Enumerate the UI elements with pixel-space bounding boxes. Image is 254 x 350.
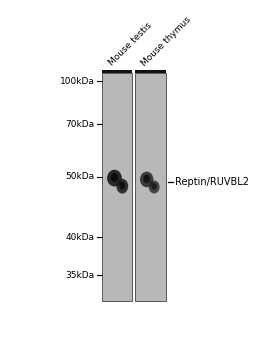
Ellipse shape — [119, 182, 125, 190]
Ellipse shape — [140, 172, 153, 187]
Ellipse shape — [151, 183, 157, 190]
Text: 100kDa: 100kDa — [60, 77, 95, 86]
Ellipse shape — [107, 170, 122, 187]
Text: Mouse testis: Mouse testis — [107, 21, 154, 68]
Bar — [102, 73, 132, 301]
Ellipse shape — [116, 179, 128, 194]
Ellipse shape — [149, 181, 160, 194]
Ellipse shape — [143, 175, 150, 183]
Text: 50kDa: 50kDa — [66, 172, 95, 181]
Text: Mouse thymus: Mouse thymus — [139, 15, 193, 68]
Bar — [102, 70, 132, 73]
Ellipse shape — [111, 173, 118, 182]
Text: 35kDa: 35kDa — [66, 271, 95, 280]
Text: 70kDa: 70kDa — [66, 120, 95, 129]
Bar — [135, 73, 166, 301]
Text: 40kDa: 40kDa — [66, 233, 95, 242]
Bar — [135, 70, 166, 73]
Text: Reptin/RUVBL2: Reptin/RUVBL2 — [176, 177, 249, 187]
